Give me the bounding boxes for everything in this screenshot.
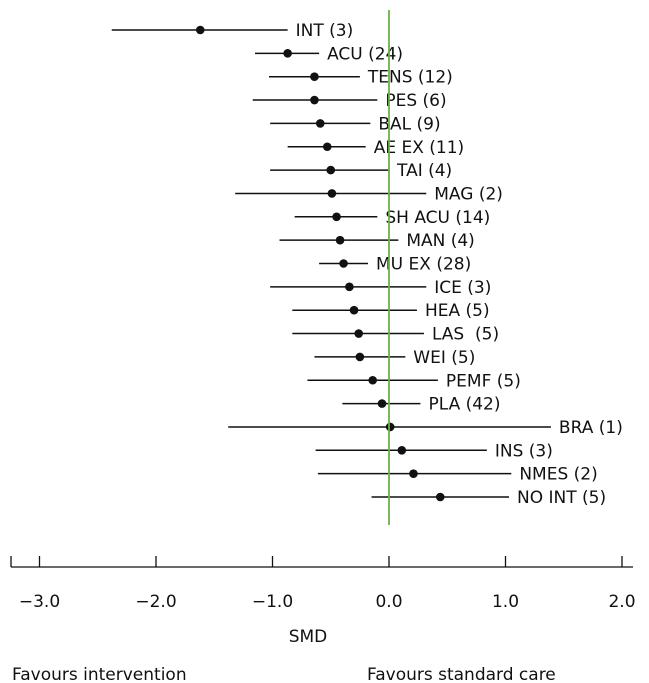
study-label: INS (3)	[495, 441, 553, 461]
study-label: AE EX (11)	[374, 138, 464, 158]
point-estimate	[354, 329, 364, 338]
point-estimate	[195, 25, 205, 35]
study-row: PES (6)	[252, 91, 447, 111]
point-estimate	[327, 189, 337, 198]
study-label: BAL (9)	[378, 114, 440, 134]
study-row: NO INT (5)	[371, 488, 606, 508]
study-label: TAI (4)	[396, 161, 452, 181]
point-estimate	[339, 259, 348, 268]
point-estimate	[326, 165, 336, 175]
point-estimate	[397, 446, 407, 455]
x-tick-label: 1.0	[492, 592, 519, 612]
study-row: TAI (4)	[270, 161, 452, 181]
point-estimate	[283, 49, 292, 58]
point-estimate	[332, 212, 341, 222]
study-label: MAN (4)	[406, 231, 475, 251]
point-estimate	[310, 95, 319, 105]
study-label: PES (6)	[385, 91, 446, 111]
point-estimate	[310, 72, 319, 81]
study-label: BRA (1)	[559, 418, 623, 438]
study-row: BRA (1)	[228, 418, 623, 438]
x-tick-label: −1.0	[252, 592, 293, 612]
study-label: TENS (12)	[367, 68, 453, 88]
point-estimate	[368, 375, 377, 385]
study-row: SH ACU (14)	[294, 208, 490, 228]
x-tick-label: 0.0	[375, 592, 402, 612]
point-estimate	[435, 492, 445, 502]
point-estimate	[315, 119, 325, 128]
study-label: NMES (2)	[519, 465, 597, 485]
point-estimate	[385, 422, 395, 432]
study-row: WEI (5)	[314, 348, 475, 368]
study-label: PLA (42)	[428, 395, 500, 415]
point-estimate	[322, 142, 332, 152]
study-label: PEMF (5)	[446, 371, 521, 391]
study-row: INT (3)	[111, 21, 354, 41]
study-label: ACU (24)	[327, 44, 403, 64]
study-row: PLA (42)	[342, 395, 501, 415]
study-row: ICE (3)	[270, 278, 491, 298]
point-estimate	[335, 235, 345, 245]
point-estimate	[377, 399, 387, 408]
study-label: SH ACU (14)	[385, 208, 490, 228]
x-tick-label: −3.0	[19, 592, 60, 612]
study-row: MAG (2)	[235, 184, 503, 204]
study-row: ACU (24)	[255, 44, 403, 64]
study-row: MAN (4)	[279, 231, 475, 251]
point-estimate	[349, 305, 359, 315]
study-label: MU EX (28)	[376, 255, 471, 275]
x-axis-label: SMD	[289, 627, 328, 647]
study-row: BAL (9)	[270, 114, 441, 134]
favours-standard-care-label: Favours standard care	[367, 665, 556, 683]
favours-intervention-label: Favours intervention	[12, 665, 187, 683]
study-row: TENS (12)	[269, 68, 453, 88]
point-estimate	[355, 352, 365, 362]
study-label: INT (3)	[296, 21, 354, 41]
study-label: NO INT (5)	[517, 488, 606, 508]
x-tick-label: 2.0	[608, 592, 635, 612]
point-estimate	[409, 469, 418, 478]
study-label: ICE (3)	[434, 278, 491, 298]
study-row: MU EX (28)	[319, 255, 471, 275]
study-row: LAS (5)	[292, 325, 499, 345]
study-row: AE EX (11)	[287, 138, 464, 158]
study-label: MAG (2)	[434, 184, 503, 204]
study-label: WEI (5)	[413, 348, 475, 368]
study-row: HEA (5)	[292, 301, 490, 321]
study-row: NMES (2)	[317, 465, 598, 485]
x-axis: −3.0 −2.0 −1.0 0.0 1.0 2.0	[10, 556, 636, 612]
point-estimate	[345, 282, 354, 292]
study-row: INS (3)	[315, 441, 553, 461]
x-tick-label: −2.0	[135, 592, 176, 612]
study-label: HEA (5)	[425, 301, 490, 321]
study-label: LAS (5)	[432, 325, 499, 345]
study-row: PEMF (5)	[307, 371, 521, 391]
study-rows: INT (3) ACU (24) TENS (12) PES (6) BAL (9) AE…	[111, 21, 623, 508]
